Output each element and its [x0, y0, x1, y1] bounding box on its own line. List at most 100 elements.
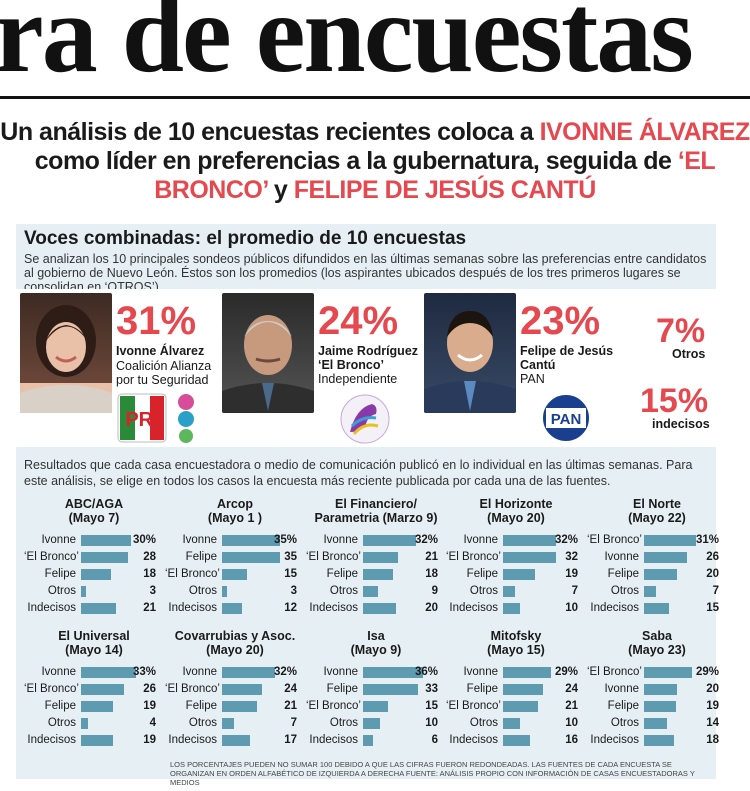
- poll-row: ‘El Bronco’ 26: [24, 681, 164, 698]
- portrait-woman-icon: [20, 305, 112, 413]
- poll-value-label: 20: [425, 602, 438, 614]
- poll-date: (Mayo 20): [206, 643, 264, 657]
- candidate-photo-bronco: [222, 293, 314, 413]
- poll-row: Otros 7: [165, 715, 305, 732]
- poll-bar: [644, 684, 677, 695]
- poll-value-label: 15: [425, 700, 438, 712]
- poll-row: ‘El Bronco’ 21: [446, 698, 586, 715]
- pri-logo-icon: PRI: [117, 393, 194, 443]
- poll-value-label: 17: [284, 734, 297, 746]
- poll-date: (Mayo 23): [628, 643, 686, 657]
- poll-row: Otros 3: [165, 583, 305, 600]
- poll-category-label: ‘El Bronco’: [306, 700, 361, 712]
- poll-bar: [363, 569, 393, 580]
- poll-category-label: Indecisos: [168, 602, 217, 614]
- poll-row: ‘El Bronco’ 32: [446, 549, 586, 566]
- poll-value-label: 36%: [414, 666, 438, 678]
- pan-logo-icon: PAN: [541, 393, 591, 443]
- poll-category-label: Ivonne: [182, 666, 217, 678]
- poll-bar: [363, 586, 378, 597]
- poll-value-label: 7: [571, 585, 578, 597]
- poll-row: ‘El Bronco’ 29%: [587, 664, 727, 681]
- voces-description: Se analizan los 10 principales sondeos p…: [24, 252, 707, 294]
- poll-value-label: 19: [706, 700, 719, 712]
- poll-bar: [222, 701, 257, 712]
- poll-value-label: 33: [425, 683, 438, 695]
- candidate-name-bronco: Jaime Rodríguez: [318, 344, 419, 358]
- poll-bar: [81, 603, 116, 614]
- poll-bar: [222, 586, 227, 597]
- poll-bar: [363, 701, 388, 712]
- poll-category-label: Felipe: [44, 568, 76, 580]
- poll-row: Felipe 19: [24, 698, 164, 715]
- poll-value-label: 35%: [273, 534, 297, 546]
- poll-row: Indecisos 17: [165, 732, 305, 749]
- poll-category-label: ‘El Bronco’: [587, 666, 642, 678]
- voces-title: Voces combinadas: el promedio de 10 encu…: [24, 228, 467, 249]
- poll-value-label: 10: [565, 717, 578, 729]
- poll-category-label: ‘El Bronco’: [306, 551, 361, 563]
- candidate-party-bronco: Independiente: [318, 372, 398, 386]
- poll-category-label: Otros: [469, 717, 498, 729]
- poll-category-label: Felipe: [326, 683, 358, 695]
- poll-bar: [644, 552, 687, 563]
- poll-value-label: 26: [706, 551, 719, 563]
- candidate-photo-felipe: [424, 293, 516, 413]
- poll-category-label: Felipe: [607, 700, 639, 712]
- poll-date: (Mayo 14): [65, 643, 123, 657]
- poll-date: Parametria (Marzo 9): [314, 511, 438, 525]
- poll-category-label: Felipe: [326, 568, 358, 580]
- poll-category-label: Otros: [47, 717, 76, 729]
- poll-bar: [644, 535, 696, 546]
- poll-bar: [644, 667, 692, 678]
- poll-title: Covarrubias y Asoc.: [174, 629, 296, 643]
- poll-bar: [644, 735, 674, 746]
- poll-row: Felipe 19: [446, 566, 586, 583]
- pan-logo-text: PAN: [551, 411, 582, 428]
- poll-chart: Saba (Mayo 23) ‘El Bronco’ 29% Ivonne 20 Felip…: [587, 629, 727, 755]
- poll-value-label: 32%: [414, 534, 438, 546]
- poll-value-label: 21: [565, 700, 578, 712]
- poll-row: Indecisos 10: [446, 600, 586, 617]
- poll-row: Otros 4: [24, 715, 164, 732]
- poll-value-label: 33%: [132, 666, 156, 678]
- poll-bar: [81, 701, 113, 712]
- poll-value-label: 10: [565, 602, 578, 614]
- poll-value-label: 20: [706, 683, 719, 695]
- poll-category-label: ‘El Bronco’: [165, 568, 220, 580]
- undecided-label: indecisos: [652, 417, 710, 431]
- poll-category-label: Ivonne: [323, 534, 358, 546]
- poll-category-label: Indecisos: [449, 602, 498, 614]
- poll-category-label: Felipe: [466, 568, 498, 580]
- poll-row: Felipe 33: [306, 681, 446, 698]
- poll-value-label: 3: [290, 585, 297, 597]
- poll-category-label: Indecisos: [27, 734, 76, 746]
- svg-text:PRI: PRI: [125, 409, 158, 431]
- poll-date: (Mayo 15): [487, 643, 545, 657]
- poll-value-label: 18: [706, 734, 719, 746]
- poll-row: ‘El Bronco’ 15: [306, 698, 446, 715]
- poll-chart: Isa (Mayo 9) Ivonne 36% Felipe 33 ‘El Bronco’ 1…: [306, 629, 446, 755]
- subtitle-text-2: como líder en preferencias a la gubernat…: [34, 147, 678, 175]
- poll-bar: [644, 718, 667, 729]
- poll-row: Ivonne 26: [587, 549, 727, 566]
- poll-title: Isa: [367, 629, 385, 643]
- candidate-nickname-bronco: ‘El Bronco’: [318, 358, 384, 372]
- poll-bar: [644, 701, 676, 712]
- poll-title: El Norte: [633, 497, 681, 511]
- poll-value-label: 19: [143, 734, 156, 746]
- poll-row: Indecisos 20: [306, 600, 446, 617]
- poll-category-label: Ivonne: [604, 683, 639, 695]
- poll-title: ABC/AGA: [64, 497, 124, 511]
- poll-date: (Mayo 22): [628, 511, 686, 525]
- poll-bar: [503, 552, 556, 563]
- poll-title: El Financiero/: [335, 497, 417, 511]
- poll-row: ‘El Bronco’ 21: [306, 549, 446, 566]
- poll-chart: El Norte (Mayo 22) ‘El Bronco’ 31% Ivonne 26 F…: [587, 497, 727, 623]
- poll-value-label: 15: [706, 602, 719, 614]
- portrait-man-icon: [222, 315, 314, 413]
- poll-row: Felipe 18: [306, 566, 446, 583]
- poll-bar: [363, 718, 380, 729]
- poll-row: Indecisos 15: [587, 600, 727, 617]
- poll-value-label: 12: [284, 602, 297, 614]
